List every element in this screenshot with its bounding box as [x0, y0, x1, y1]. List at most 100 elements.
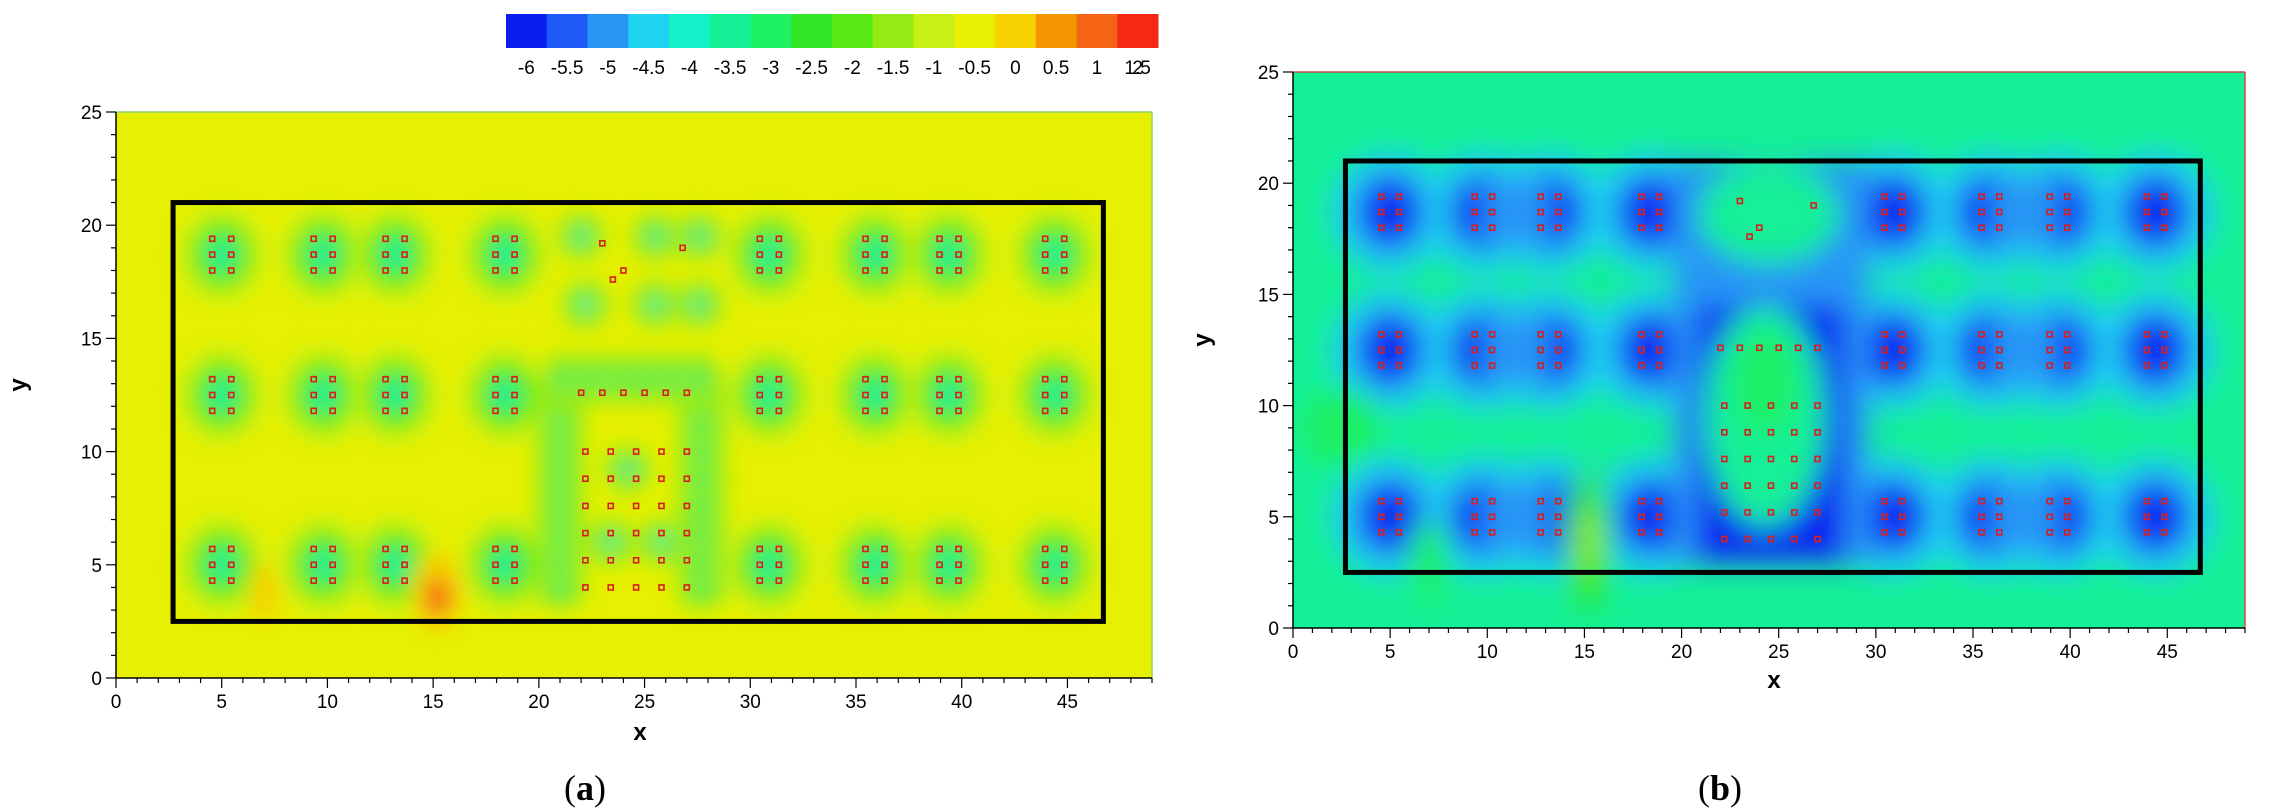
source-marker — [492, 375, 499, 383]
source-marker — [1471, 513, 1478, 521]
contour-plot-a — [116, 111, 1153, 678]
contour-core — [1873, 326, 1914, 374]
source-marker — [1638, 362, 1646, 369]
source-marker — [401, 545, 408, 553]
source-marker — [1537, 362, 1545, 369]
upper-node-core — [601, 533, 620, 552]
source-marker — [1814, 455, 1821, 463]
colorbar-legend: -6 -5.5 -5 -4.5 -4 -3.5 -3 -2.5 -2 -1.5 -1 -0.5 0 0.5… — [506, 14, 1159, 79]
source-marker — [955, 375, 962, 383]
arch-leg-core — [691, 550, 712, 571]
contour-core — [935, 379, 964, 411]
source-marker — [955, 391, 962, 399]
contour-core — [309, 548, 338, 581]
legend-level-label: -2 — [844, 58, 861, 79]
source-marker — [401, 235, 408, 243]
source-marker — [1395, 513, 1403, 521]
legend-swatch — [587, 14, 629, 48]
arch-top-core — [663, 368, 682, 391]
source-marker — [1767, 535, 1775, 543]
edge-anomaly — [1409, 521, 1449, 602]
source-marker — [2063, 497, 2071, 505]
legend-level-label: -4.5 — [632, 58, 665, 79]
source-marker — [1978, 497, 1986, 505]
source-marker — [936, 545, 943, 553]
source-marker — [1378, 331, 1385, 338]
upper-node-core — [618, 460, 637, 479]
source-marker — [227, 375, 235, 383]
source-marker — [683, 448, 691, 455]
source-marker — [955, 561, 962, 569]
source-markers — [1378, 193, 2168, 543]
source-marker — [598, 389, 606, 397]
central-dome-top — [1735, 333, 1796, 434]
contour-core — [1630, 326, 1671, 374]
legend-level-label: -6 — [518, 58, 535, 79]
source-marker — [1744, 428, 1751, 436]
source-marker — [382, 267, 389, 274]
source-marker — [1537, 224, 1545, 231]
positive-anomaly-core — [425, 576, 450, 617]
arch-leg-core — [550, 441, 570, 462]
legend-swatch — [832, 14, 874, 48]
source-marker — [208, 407, 216, 415]
source-marker — [1767, 482, 1775, 489]
source-marker — [582, 584, 589, 591]
source-marker — [775, 251, 783, 258]
source-marker — [881, 251, 888, 258]
source-marker — [1995, 513, 2003, 521]
source-marker — [756, 561, 764, 569]
source-marker — [1638, 193, 1646, 200]
source-marker — [1537, 208, 1545, 216]
source-marker — [227, 267, 235, 274]
y-tick-label: 15 — [1258, 285, 1279, 306]
legend-swatch — [709, 14, 751, 48]
source-marker — [227, 577, 235, 584]
source-marker — [208, 375, 216, 383]
arch-leg-core — [550, 577, 570, 598]
source-marker — [1755, 224, 1763, 231]
source-marker — [492, 561, 499, 569]
source-marker — [775, 391, 783, 399]
source-marker — [2046, 331, 2054, 338]
panel-a: -6 -5.5 -5 -4.5 -4 -3.5 -3 -2.5 -2 -1.5 -1 -0.5 0 0.5… — [5, 14, 1159, 808]
x-tick-label: 15 — [1574, 642, 1595, 663]
legend-swatch — [546, 14, 588, 48]
source-marker — [1471, 224, 1478, 231]
source-marker — [1378, 513, 1385, 521]
source-marker — [1978, 193, 1986, 200]
source-marker — [310, 267, 317, 274]
source-marker — [208, 235, 216, 243]
source-marker — [2046, 513, 2054, 521]
panel-b: 0 5 10 15 20 25 30 35 40 45 0 5 10 15 20 25 x y (b) — [1189, 63, 2246, 808]
contour-core — [935, 238, 964, 271]
source-marker — [1767, 455, 1775, 463]
source-marker — [1537, 193, 1545, 200]
source-marker — [1041, 251, 1049, 258]
source-marker — [227, 251, 235, 258]
source-marker — [862, 577, 869, 584]
source-marker — [1655, 331, 1663, 338]
y-axis-label-b: y — [1189, 333, 1216, 347]
source-marker — [683, 584, 691, 591]
source-marker — [1378, 362, 1385, 369]
source-marker — [1471, 346, 1478, 354]
source-marker — [662, 389, 670, 397]
source-marker — [492, 235, 499, 243]
source-marker — [227, 407, 235, 415]
x-tick-label: 25 — [1768, 642, 1789, 663]
source-marker — [683, 389, 691, 397]
legend-swatch — [913, 14, 955, 48]
source-marker — [582, 556, 589, 564]
contour-core — [491, 548, 520, 581]
arch-top-core — [582, 368, 601, 391]
y-tick-label: 10 — [81, 443, 102, 464]
source-marker — [1978, 513, 1986, 521]
contour-core — [1630, 188, 1671, 237]
arch-leg-core — [691, 495, 712, 516]
source-marker — [862, 391, 869, 399]
source-marker — [1717, 344, 1724, 352]
contour-core — [1040, 548, 1069, 581]
source-marker — [1978, 529, 1986, 536]
source-marker — [1978, 331, 1986, 338]
